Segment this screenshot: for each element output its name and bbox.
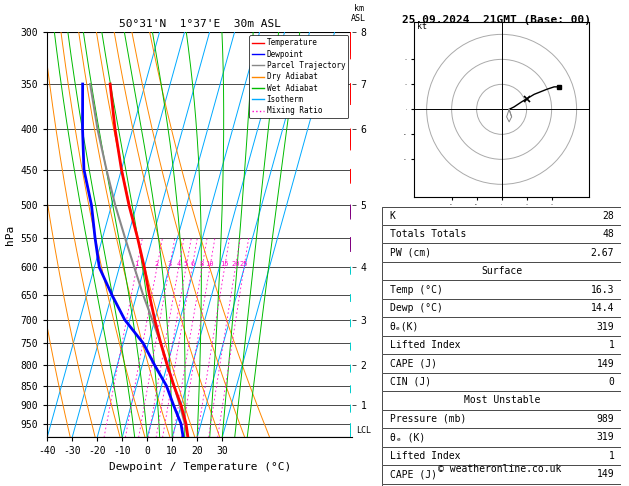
- Text: 4: 4: [177, 261, 181, 267]
- Y-axis label: hPa: hPa: [5, 225, 15, 244]
- Text: 28: 28: [603, 211, 615, 221]
- Text: Pressure (mb): Pressure (mb): [389, 414, 466, 424]
- Text: 20: 20: [231, 261, 240, 267]
- Text: 1: 1: [135, 261, 139, 267]
- Text: K: K: [389, 211, 396, 221]
- Text: 0: 0: [608, 377, 615, 387]
- Text: CAPE (J): CAPE (J): [389, 359, 437, 368]
- Text: 149: 149: [597, 359, 615, 368]
- Text: 149: 149: [597, 469, 615, 479]
- Text: CAPE (J): CAPE (J): [389, 469, 437, 479]
- Text: 319: 319: [597, 433, 615, 442]
- Text: 16.3: 16.3: [591, 285, 615, 295]
- Text: 1: 1: [608, 340, 615, 350]
- Text: 25.09.2024  21GMT (Base: 00): 25.09.2024 21GMT (Base: 00): [403, 15, 591, 25]
- Text: 3: 3: [167, 261, 172, 267]
- Text: 25: 25: [240, 261, 248, 267]
- Legend: Temperature, Dewpoint, Parcel Trajectory, Dry Adiabat, Wet Adiabat, Isotherm, Mi: Temperature, Dewpoint, Parcel Trajectory…: [249, 35, 348, 118]
- Text: Temp (°C): Temp (°C): [389, 285, 442, 295]
- Text: 319: 319: [597, 322, 615, 331]
- Text: 14.4: 14.4: [591, 303, 615, 313]
- Text: 6: 6: [190, 261, 194, 267]
- Text: 15: 15: [220, 261, 229, 267]
- Text: 1: 1: [608, 451, 615, 461]
- Text: 2.67: 2.67: [591, 248, 615, 258]
- Text: 48: 48: [603, 229, 615, 239]
- X-axis label: Dewpoint / Temperature (°C): Dewpoint / Temperature (°C): [109, 462, 291, 472]
- Text: Lifted Index: Lifted Index: [389, 340, 460, 350]
- Text: CIN (J): CIN (J): [389, 377, 431, 387]
- Text: 2: 2: [155, 261, 159, 267]
- Text: km
ASL: km ASL: [351, 4, 366, 23]
- Text: Lifted Index: Lifted Index: [389, 451, 460, 461]
- Text: Totals Totals: Totals Totals: [389, 229, 466, 239]
- Title: 50°31'N  1°37'E  30m ASL: 50°31'N 1°37'E 30m ASL: [119, 19, 281, 30]
- Text: 989: 989: [597, 414, 615, 424]
- Text: 5: 5: [184, 261, 188, 267]
- Text: Surface: Surface: [481, 266, 523, 276]
- Text: LCL: LCL: [356, 426, 371, 435]
- Text: © weatheronline.co.uk: © weatheronline.co.uk: [438, 464, 562, 474]
- Text: 10: 10: [206, 261, 214, 267]
- Text: θₑ(K): θₑ(K): [389, 322, 419, 331]
- Text: 8: 8: [200, 261, 204, 267]
- Text: Most Unstable: Most Unstable: [464, 396, 540, 405]
- Text: kt: kt: [416, 22, 426, 32]
- Text: θₑ (K): θₑ (K): [389, 433, 425, 442]
- Text: PW (cm): PW (cm): [389, 248, 431, 258]
- Text: Dewp (°C): Dewp (°C): [389, 303, 442, 313]
